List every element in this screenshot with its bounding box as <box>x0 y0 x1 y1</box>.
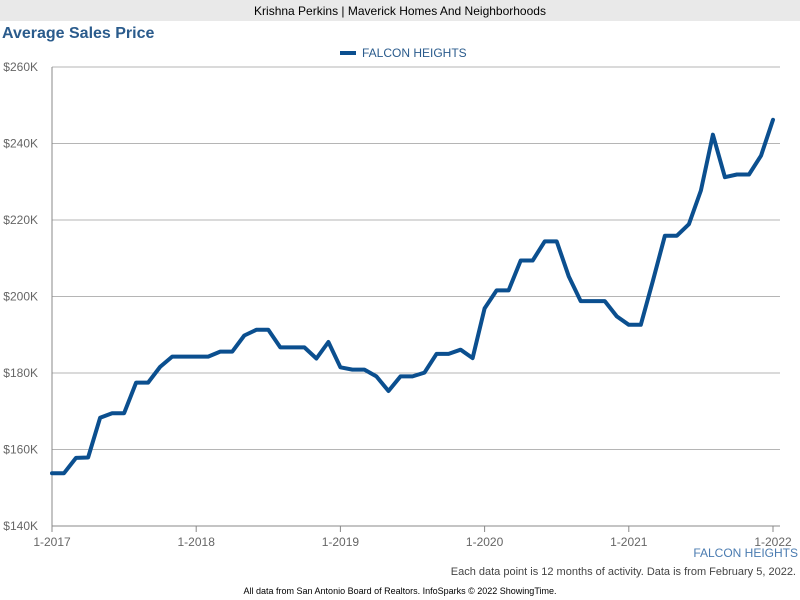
legend-swatch <box>340 51 356 55</box>
header-bar: Krishna Perkins | Maverick Homes And Nei… <box>0 0 800 21</box>
source-footer: All data from San Antonio Board of Realt… <box>243 586 557 596</box>
x-tick-label: 1-2017 <box>33 535 71 549</box>
x-tick-label: 1-2019 <box>322 535 360 549</box>
chart-title: Average Sales Price <box>2 25 155 42</box>
legend-label: FALCON HEIGHTS <box>362 46 467 60</box>
data-note: Each data point is 12 months of activity… <box>450 566 796 578</box>
x-tick-label: 1-2022 <box>754 535 792 549</box>
x-tick-label: 1-2021 <box>610 535 648 549</box>
agent-name: Krishna Perkins | Maverick Homes And Nei… <box>254 3 546 18</box>
area-label: FALCON HEIGHTS <box>693 546 798 560</box>
y-tick-label: $260K <box>3 60 38 74</box>
y-tick-label: $200K <box>3 290 38 304</box>
y-tick-label: $240K <box>3 137 38 151</box>
y-tick-label: $180K <box>3 366 38 380</box>
x-tick-label: 1-2018 <box>178 535 216 549</box>
y-tick-label: $220K <box>3 213 38 227</box>
legend: FALCON HEIGHTS <box>340 46 467 60</box>
x-tick-label: 1-2020 <box>466 535 504 549</box>
y-tick-label: $140K <box>3 519 38 533</box>
y-tick-label: $160K <box>3 443 38 457</box>
series-line <box>50 117 775 476</box>
